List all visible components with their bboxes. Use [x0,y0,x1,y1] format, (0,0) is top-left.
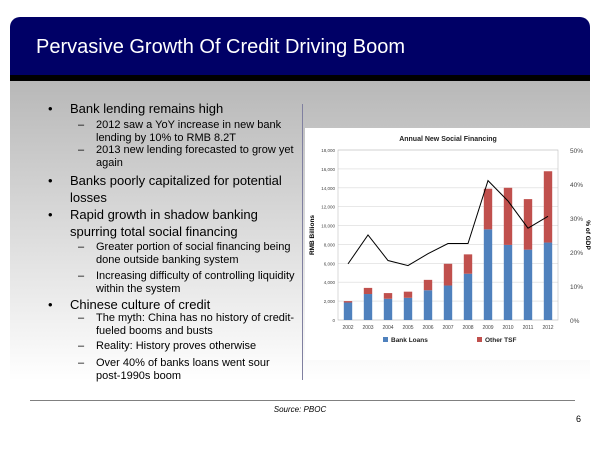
y-tick-label: 16,000 [321,167,335,172]
dash-marker: – [78,270,85,282]
bar-other-tsf [403,291,413,298]
bar-bank-loans [543,242,553,320]
bar-other-tsf [523,199,533,250]
y2-tick-label: 20% [570,250,583,257]
y-tick-label: 18,000 [321,148,335,153]
dash-marker: – [78,144,85,156]
x-tick-label: 2007 [442,325,453,331]
bullet-text: Rapid growth in shadow banking spurring … [70,207,258,239]
sub-bullet-text: Reality: History proves otherwise [96,340,257,352]
x-tick-label: 2003 [362,325,373,331]
y-tick-label: 4,000 [324,280,336,285]
sub-bullet-text: Increasing difficulty of controlling liq… [96,270,295,295]
bar-bank-loans [463,273,473,320]
x-tick-label: 2008 [462,325,473,331]
title-bar: Pervasive Growth Of Credit Driving Boom [10,17,590,75]
bar-bank-loans [483,229,493,320]
legend-swatch [383,337,388,342]
x-tick-label: 2004 [382,325,393,331]
y2-tick-label: 0% [570,318,580,325]
bullet-marker: • [48,207,53,222]
bar-other-tsf [483,188,493,230]
legend-label: Other TSF [485,337,516,344]
bar-bank-loans [503,244,513,320]
dash-marker: – [78,241,85,253]
x-tick-label: 2009 [482,325,493,331]
dash-marker: – [78,312,85,324]
y-tick-label: 6,000 [324,261,336,266]
dash-marker: – [78,340,85,352]
x-tick-label: 2006 [422,325,433,331]
x-tick-label: 2010 [502,325,513,331]
column-divider [302,104,303,380]
sub-bullet-text: Greater portion of social financing bein… [96,241,291,266]
bar-bank-loans [443,285,453,320]
y2-tick-label: 40% [570,182,583,189]
y-tick-label: 14,000 [321,186,335,191]
bullet-marker: • [48,297,53,312]
y-tick-label: 2,000 [324,299,336,304]
footer-divider [30,400,575,401]
y2-tick-label: 10% [570,284,583,291]
sub-bullet-text: Over 40% of banks loans went sour post-1… [96,357,270,382]
y2-tick-label: 30% [570,216,583,223]
bullet-marker: • [48,101,53,116]
legend-label: Bank Loans [391,337,428,344]
bar-other-tsf [343,301,353,303]
chart-container: Annual New Social Financing 0 2,000 4,000 6,… [305,128,592,360]
bar-other-tsf [503,187,513,245]
y2-tick-label: 50% [570,148,583,155]
source-note: Source: PBOC [273,405,327,414]
slide-title: Pervasive Growth Of Credit Driving Boom [36,36,406,58]
social-financing-chart: Annual New Social Financing 0 2,000 4,000 6,… [309,136,591,344]
y-tick-label: 12,000 [321,205,335,210]
bullet-text: Chinese culture of credit [70,297,211,312]
x-tick-label: 2005 [402,325,413,331]
bar-bank-loans [383,298,393,320]
y-tick-label: 0 [332,318,335,323]
bar-other-tsf [543,171,553,243]
sub-bullet-text: 2012 saw a YoY increase in new bank lend… [96,119,282,144]
sub-bullet-text: 2013 new lending forecasted to grow yet … [96,144,294,169]
bar-other-tsf [463,254,473,274]
y2-axis-label: % of GDP [584,220,591,250]
bar-bank-loans [403,297,413,320]
bar-bank-loans [423,290,433,320]
y-axis-label: RMB Billions [309,215,316,255]
bullet-text: Banks poorly capitalized for potential l… [70,173,282,205]
title-underline [10,75,590,81]
bullet-marker: • [48,173,53,188]
gdp-share-line [347,179,549,267]
bar-other-tsf [443,263,453,286]
x-tick-label: 2011 [523,325,534,331]
bullet-text: Bank lending remains high [70,101,224,116]
bar-bank-loans [523,249,533,320]
dash-marker: – [78,119,85,131]
x-tick-label: 2012 [542,325,553,331]
bar-bank-loans [343,302,353,320]
chart-title: Annual New Social Financing [399,136,497,143]
y-tick-label: 8,000 [324,242,336,247]
dash-marker: – [78,357,85,369]
sub-bullet-text: The myth: China has no history of credit… [96,312,295,337]
bar-bank-loans [363,294,373,320]
y-tick-label: 10,000 [321,224,335,229]
bar-other-tsf [363,287,373,295]
legend-swatch [477,337,482,342]
bar-other-tsf [383,293,393,299]
bar-other-tsf [423,279,433,291]
x-tick-label: 2002 [342,325,353,331]
page-number: 6 [576,414,582,424]
